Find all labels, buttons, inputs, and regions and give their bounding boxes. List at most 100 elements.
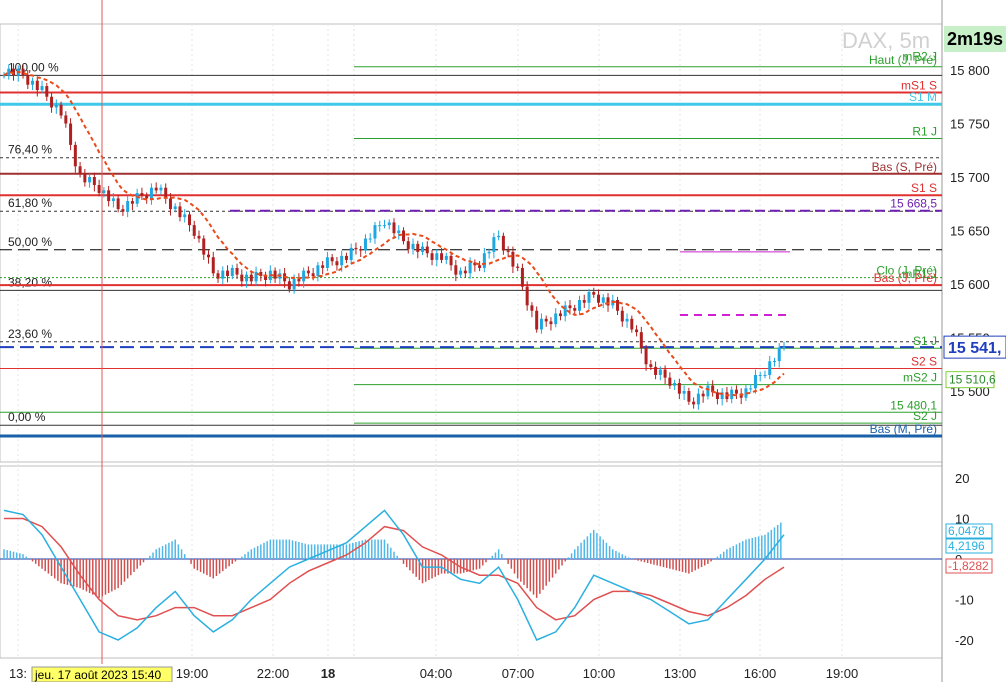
candle-body (359, 249, 363, 251)
osc-y-tick: -10 (955, 593, 974, 608)
candle-body (777, 347, 781, 362)
fib-label: 61,80 % (8, 196, 52, 210)
candle-body (468, 262, 472, 274)
candle-body (226, 270, 230, 276)
candle-body (221, 270, 225, 279)
y-tick-label: 15 650 (950, 224, 990, 239)
candle-body (568, 305, 572, 309)
fib-label: 100,00 % (8, 60, 59, 74)
candle-body (682, 391, 686, 394)
candle-body (658, 369, 662, 375)
candle-body (26, 75, 30, 85)
candle-body (392, 222, 396, 234)
candle-body (511, 251, 515, 267)
y-tick-label: 15 750 (950, 117, 990, 132)
x-tick-label: 13:00 (664, 666, 697, 681)
pivot-label: S1 J (913, 334, 937, 348)
candle-body (83, 174, 87, 183)
pivot-label: Bas (M, Pré) (870, 422, 937, 436)
candle-body (240, 274, 244, 282)
candle-body (668, 377, 672, 386)
candle-body (440, 253, 444, 260)
candle-body (454, 265, 458, 275)
candle-body (520, 267, 524, 287)
x-tick-label: 19:00 (826, 666, 859, 681)
candle-body (501, 235, 505, 251)
x-tick-label: 19:00 (176, 666, 209, 681)
candle-body (235, 267, 239, 275)
pivot-label: mR2 J (902, 50, 937, 64)
candle-body (416, 243, 420, 252)
candle-body (606, 297, 610, 306)
candle-body (730, 389, 734, 400)
osc-y-tick: 10 (955, 512, 969, 527)
pivot-label: mR1 J (902, 267, 937, 281)
osc-signal-line (4, 517, 785, 621)
x-tick-label: 13: (9, 666, 27, 681)
x-tick-label: 18 (321, 666, 335, 681)
candle-body (50, 96, 54, 108)
candle-body (254, 271, 258, 282)
countdown-badge: 2m19s (944, 26, 1006, 52)
main-panel (0, 23, 943, 463)
fib-label: 50,00 % (8, 235, 52, 249)
candle-body (116, 198, 120, 210)
candle-body (563, 305, 567, 317)
candle-body (673, 382, 677, 386)
x-tick-label: 04:00 (420, 666, 453, 681)
pivot-label: S2 S (911, 355, 937, 369)
candle-body (406, 241, 410, 250)
instrument-watermark: DAX, 5m (842, 28, 931, 53)
candle-body (473, 262, 477, 266)
candle-body (701, 393, 705, 397)
candle-body (782, 347, 786, 349)
candle-body (7, 68, 11, 76)
fib-label: 0,00 % (8, 410, 46, 424)
candle-body (78, 166, 82, 175)
moving-average-line (3, 70, 785, 397)
candle-body (88, 177, 92, 183)
pivot-label: R1 J (912, 124, 937, 138)
candle-body (387, 222, 391, 226)
pivot-label: mS1 S (901, 78, 937, 92)
candle-body (601, 297, 605, 303)
candle-body (749, 388, 753, 390)
candle-body (535, 310, 539, 330)
candle-body (482, 253, 486, 268)
candle-body (306, 270, 310, 274)
candle-body (149, 187, 153, 199)
candle-body (273, 270, 277, 279)
x-tick-label: 16:00 (744, 666, 777, 681)
candle-body (140, 193, 144, 196)
osc-value-tag (945, 538, 993, 554)
candle-body (335, 261, 339, 266)
candle-body (111, 198, 115, 202)
crosshair-date-label: jeu. 17 août 2023 15:40 (34, 668, 161, 682)
pivot-label: Clo (J, Pré) (876, 264, 937, 278)
candle-body (649, 364, 653, 367)
y-tick-label: 15 800 (950, 63, 990, 78)
candle-body (654, 366, 658, 375)
osc-value-label: 6,0478 (948, 524, 985, 538)
candle-body (349, 247, 353, 260)
pivot-label: Bas (S, Pré) (872, 160, 937, 174)
candle-body (487, 251, 491, 254)
candle-body (421, 246, 425, 252)
candle-body (12, 68, 16, 76)
candle-body (687, 391, 691, 402)
candle-body (130, 201, 134, 204)
candle-body (202, 238, 206, 255)
candle-body (378, 225, 382, 227)
candle-body (135, 193, 139, 204)
candle-body (102, 190, 106, 194)
fib-label: 23,60 % (8, 327, 52, 341)
candle-body (192, 225, 196, 236)
candle-body (325, 257, 329, 268)
osc-value-tag (945, 523, 993, 539)
candle-body (302, 270, 306, 282)
candle-body (183, 214, 187, 218)
candle-body (587, 292, 591, 303)
candle-body (635, 329, 639, 333)
candle-body (706, 385, 710, 397)
pivot-label: Haut (J, Pré) (869, 53, 937, 67)
